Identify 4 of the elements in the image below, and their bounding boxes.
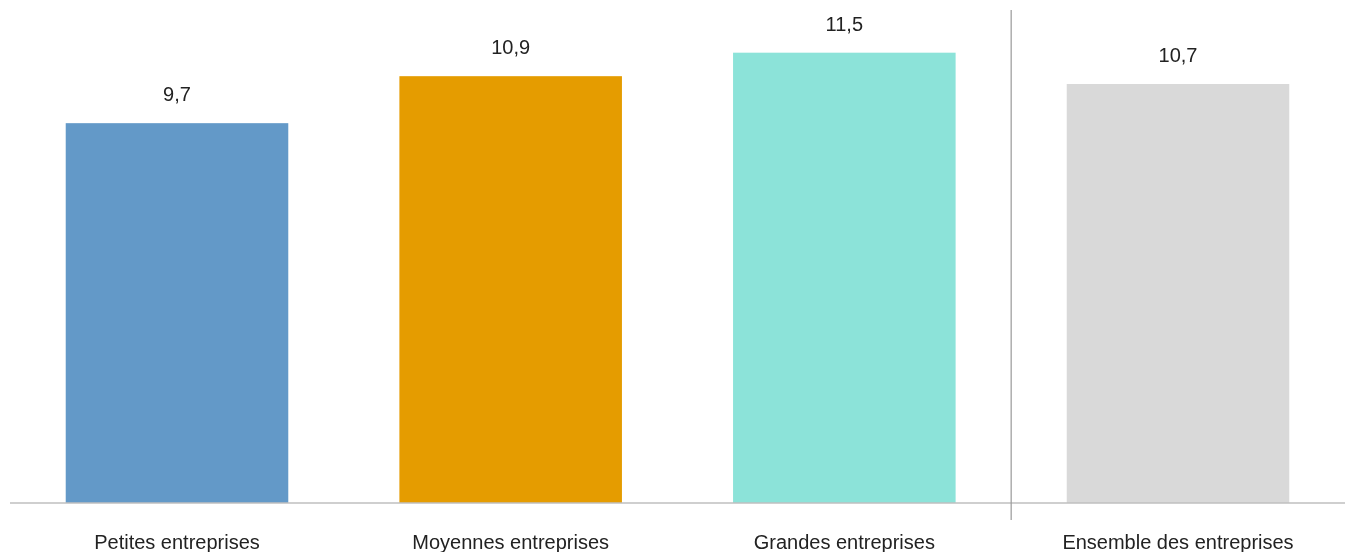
data-label: 9,7	[163, 83, 191, 106]
data-label: 10,9	[491, 36, 531, 59]
data-label: 10,7	[1158, 44, 1198, 67]
data-label: 11,5	[825, 12, 864, 35]
